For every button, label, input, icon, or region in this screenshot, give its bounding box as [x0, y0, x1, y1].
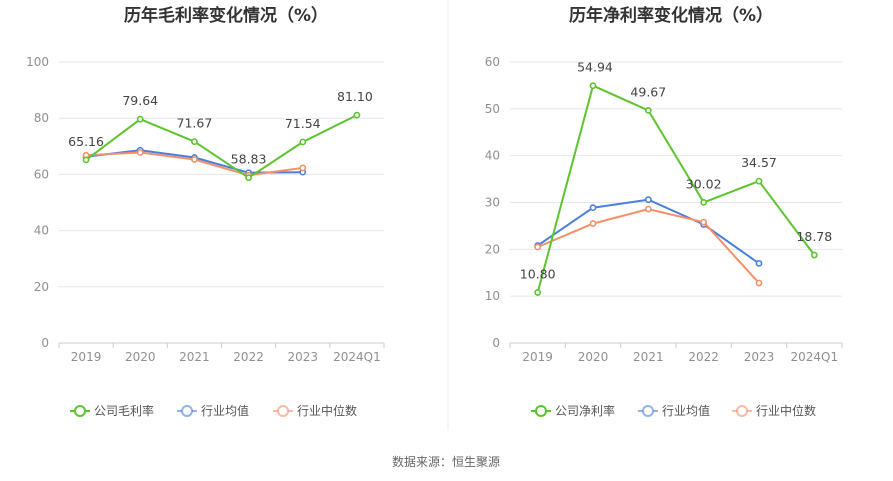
- x-tick-label: 2021: [633, 350, 664, 364]
- x-tick-label: 2023: [287, 350, 318, 364]
- legend-swatch-marker: [642, 405, 654, 417]
- data-point: [589, 82, 597, 90]
- legend-swatch-marker: [736, 405, 748, 417]
- y-tick-label: 80: [34, 111, 49, 125]
- data-point: [82, 156, 90, 164]
- y-tick-label: 40: [34, 224, 49, 238]
- data-label: 71.67: [177, 116, 213, 131]
- legend-label: 行业中位数: [756, 403, 816, 418]
- data-point: [589, 204, 597, 212]
- x-tick-label: 2022: [688, 350, 719, 364]
- data-point: [245, 174, 252, 182]
- chart-title: 历年毛利率变化情况（%）: [124, 5, 328, 26]
- data-point: [810, 251, 818, 259]
- legend-swatch-marker: [277, 405, 289, 417]
- data-point: [700, 218, 708, 226]
- data-label: 81.10: [337, 89, 373, 104]
- y-tick-label: 0: [492, 336, 500, 350]
- legend-label: 行业均值: [201, 403, 249, 418]
- data-point: [136, 149, 144, 156]
- data-point: [534, 289, 542, 296]
- legend-swatch-marker: [535, 405, 547, 417]
- x-tick-label: 2019: [71, 350, 102, 364]
- data-point: [755, 177, 763, 185]
- legend-label: 行业中位数: [297, 403, 357, 418]
- data-point: [755, 259, 763, 267]
- series-line: [537, 208, 760, 284]
- data-point: [589, 220, 597, 227]
- legend-label: 行业均值: [662, 403, 710, 418]
- y-tick-label: 60: [485, 55, 500, 69]
- y-tick-label: 0: [41, 336, 49, 350]
- y-tick-label: 20: [485, 242, 500, 256]
- y-tick-label: 60: [34, 167, 49, 181]
- x-tick-label: 2020: [578, 350, 609, 364]
- data-point: [299, 138, 307, 146]
- data-label: 54.94: [577, 60, 613, 75]
- data-point: [353, 111, 361, 119]
- data-point: [700, 199, 708, 206]
- net-margin-chart: 历年净利率变化情况（%） 0 10 20 30 40 50 60 2019 2020 2021 202…: [485, 5, 843, 418]
- data-label: 65.16: [68, 134, 104, 149]
- data-label: 34.57: [741, 155, 777, 170]
- gross-margin-chart: 历年毛利率变化情况（%） 0 20 40 60 80 100 2019 2020 2021 2022…: [26, 5, 385, 418]
- y-tick-label: 40: [485, 149, 500, 163]
- data-point: [534, 243, 542, 251]
- data-point: [644, 196, 652, 204]
- chart-title: 历年净利率变化情况（%）: [569, 5, 773, 26]
- data-label: 79.64: [122, 93, 158, 108]
- legend-swatch-marker: [74, 405, 86, 417]
- series-line: [85, 114, 358, 179]
- y-tick-label: 50: [485, 102, 500, 116]
- data-point: [299, 164, 307, 172]
- y-tick-label: 20: [34, 280, 49, 294]
- data-point: [136, 115, 144, 123]
- x-tick-label: 2024Q1: [791, 350, 839, 364]
- data-label: 10.80: [520, 266, 556, 281]
- x-tick-label: 2023: [744, 350, 775, 364]
- x-tick-label: 2024Q1: [333, 350, 381, 364]
- data-point: [644, 205, 652, 213]
- data-point: [191, 138, 198, 146]
- data-label: 49.67: [630, 84, 666, 99]
- series-line: [536, 84, 816, 293]
- data-point: [191, 156, 198, 163]
- legend-label: 公司毛利率: [94, 403, 154, 418]
- x-tick-label: 2019: [522, 350, 553, 364]
- x-tick-label: 2020: [125, 350, 156, 364]
- y-tick-label: 30: [485, 196, 500, 210]
- y-tick-label: 100: [26, 55, 49, 69]
- x-tick-label: 2022: [233, 350, 264, 364]
- legend-swatch-marker: [181, 405, 193, 417]
- y-tick-label: 10: [485, 289, 500, 303]
- data-label: 30.02: [686, 176, 722, 191]
- data-label: 18.78: [796, 229, 832, 244]
- legend-label: 公司净利率: [555, 403, 615, 418]
- data-point: [755, 279, 763, 287]
- data-label: 58.83: [231, 152, 267, 167]
- x-tick-label: 2021: [179, 350, 210, 364]
- data-source: 数据来源：恒生聚源: [392, 454, 500, 469]
- data-point: [644, 106, 652, 114]
- data-label: 71.54: [285, 116, 321, 131]
